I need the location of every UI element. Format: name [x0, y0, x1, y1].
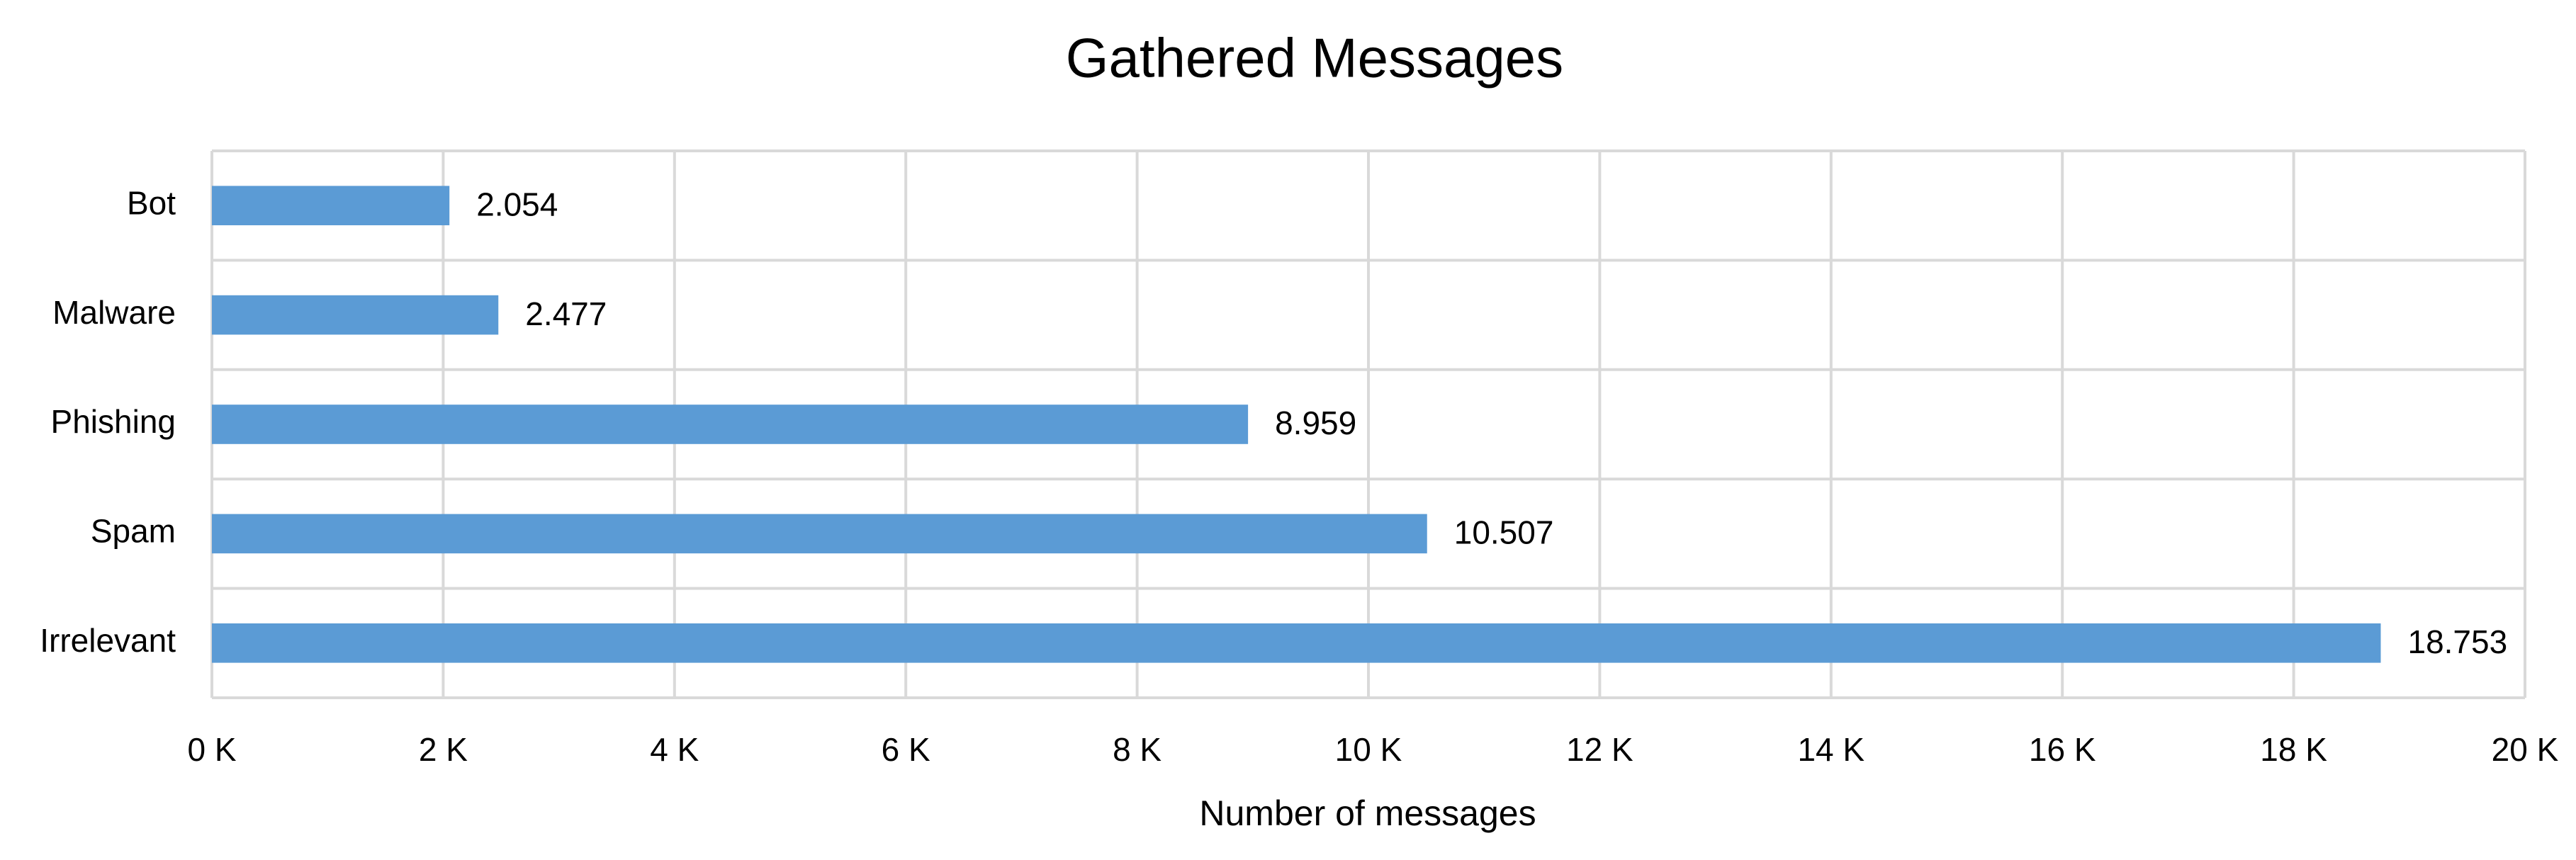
x-tick-label: 16 K: [2029, 731, 2096, 768]
x-axis-label: Number of messages: [1199, 793, 1536, 833]
bar: [212, 404, 1249, 444]
x-tick-label: 0 K: [187, 731, 236, 768]
value-label: 8.959: [1275, 404, 1356, 441]
y-tick-label: Malware: [52, 294, 176, 331]
x-tick-label: 20 K: [2492, 731, 2559, 768]
value-label: 10.507: [1454, 514, 1554, 551]
x-tick-label: 10 K: [1335, 731, 1402, 768]
x-tick-label: 6 K: [882, 731, 930, 768]
chart-title: Gathered Messages: [1066, 27, 1563, 89]
y-tick-label: Phishing: [51, 403, 176, 440]
x-tick-label: 8 K: [1113, 731, 1162, 768]
y-tick-label: Bot: [127, 184, 176, 221]
y-tick-label: Irrelevant: [40, 622, 176, 659]
bar: [212, 623, 2381, 663]
value-label: 2.054: [476, 186, 558, 222]
x-tick-label: 18 K: [2260, 731, 2327, 768]
value-label: 2.477: [525, 295, 607, 332]
value-label: 18.753: [2407, 623, 2507, 660]
x-tick-label: 12 K: [1566, 731, 1633, 768]
x-tick-label: 2 K: [419, 731, 468, 768]
bar: [212, 514, 1427, 554]
x-tick-label: 4 K: [650, 731, 699, 768]
bar: [212, 186, 450, 225]
x-tick-label: 14 K: [1797, 731, 1864, 768]
y-tick-label: Spam: [91, 513, 176, 550]
bar: [212, 295, 499, 335]
